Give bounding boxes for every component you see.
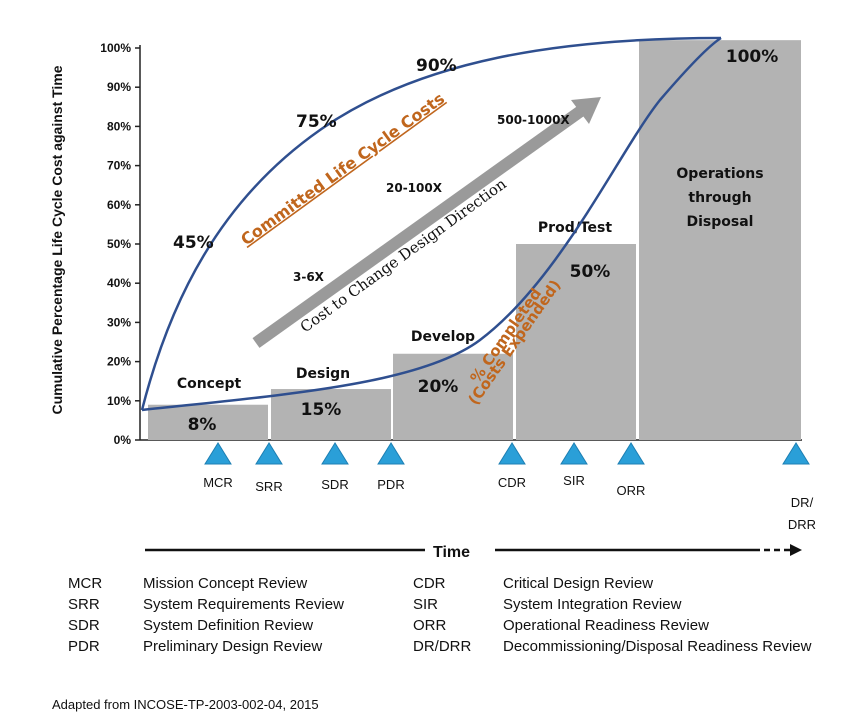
source-citation: Adapted from INCOSE-TP-2003-002-04, 2015 bbox=[52, 697, 319, 712]
legend-full: System Requirements Review bbox=[143, 596, 344, 613]
committed-cost-curve bbox=[140, 36, 722, 411]
bar-prod-test bbox=[516, 244, 636, 440]
bar-develop bbox=[393, 353, 513, 440]
bar-design bbox=[271, 389, 391, 440]
y-tick-label: 100% bbox=[100, 41, 131, 55]
legend-abbr: SDR bbox=[68, 617, 100, 634]
y-tick-label: 40% bbox=[107, 276, 131, 290]
bar-concept bbox=[148, 404, 268, 440]
life-cycle-cost-chart: Cumulative Percentage Life Cycle Cost ag… bbox=[49, 36, 816, 561]
y-tick-label: 20% bbox=[107, 355, 131, 369]
milestone-sir-icon bbox=[560, 442, 588, 465]
multiplier-500-1000x: 500-1000X bbox=[497, 113, 570, 127]
phase-label: Concept bbox=[177, 376, 242, 392]
milestone-label: ORR bbox=[617, 483, 646, 498]
legend-full: System Definition Review bbox=[143, 617, 314, 634]
milestone-pdr-icon bbox=[377, 442, 405, 465]
legend-abbr2: ORR bbox=[413, 617, 447, 634]
committed-point-75: 75% bbox=[296, 112, 337, 132]
y-tick-label: 0% bbox=[114, 433, 132, 447]
phase-percent: 100% bbox=[726, 47, 779, 67]
cost-to-change-label: Cost to Change Design Direction bbox=[297, 175, 510, 337]
y-tick-label: 50% bbox=[107, 237, 131, 251]
phase-percent: 50% bbox=[570, 262, 611, 282]
milestone-orr-icon bbox=[617, 442, 645, 465]
legend-full: Mission Concept Review bbox=[143, 575, 308, 592]
time-label: Time bbox=[433, 544, 470, 561]
multiplier-20-100x: 20-100X bbox=[386, 181, 443, 195]
phase-label: Develop bbox=[411, 329, 475, 345]
phase-label: Prod/Test bbox=[538, 220, 612, 236]
y-tick-label: 30% bbox=[107, 315, 131, 329]
bar-operations-through-disposal bbox=[639, 40, 801, 440]
y-tick-label: 60% bbox=[107, 198, 131, 212]
legend-abbr2: SIR bbox=[413, 596, 439, 613]
milestone-label: SRR bbox=[255, 479, 282, 494]
legend-abbr: PDR bbox=[68, 638, 100, 655]
milestone-mcr-icon bbox=[204, 442, 232, 465]
milestone-cdr-icon bbox=[498, 442, 526, 465]
milestone-label: DR/DRR bbox=[788, 495, 816, 532]
phase-percent: 8% bbox=[188, 415, 217, 435]
legend-full2: Critical Design Review bbox=[503, 575, 654, 592]
y-tick-label: 10% bbox=[107, 394, 131, 408]
legend-full2: Operational Readiness Review bbox=[503, 617, 709, 634]
y-tick-label: 80% bbox=[107, 119, 131, 133]
phase-percent: 20% bbox=[418, 377, 459, 397]
milestone-srr-icon bbox=[255, 442, 283, 465]
completed-cost-curve bbox=[141, 36, 722, 412]
phase-label: Design bbox=[296, 366, 350, 382]
legend-abbr: SRR bbox=[68, 596, 100, 613]
committed-point-45: 45% bbox=[173, 233, 214, 253]
phase-percent: 15% bbox=[301, 400, 342, 420]
milestone-label: MCR bbox=[203, 475, 233, 490]
milestone-sdr-icon bbox=[321, 442, 349, 465]
committed-point-90: 90% bbox=[416, 56, 457, 76]
milestone-dr-drr-icon bbox=[782, 442, 810, 465]
phase-bars: Concept 8% Design 15% Develop 20% Prod/Test 50%… bbox=[148, 40, 801, 440]
milestone-label: SIR bbox=[563, 473, 585, 488]
multiplier-3-6x: 3-6X bbox=[293, 270, 325, 284]
legend-abbr2: CDR bbox=[413, 575, 446, 592]
cost-to-change-arrow bbox=[252, 97, 601, 348]
y-tick-label: 90% bbox=[107, 80, 131, 94]
milestone-label: CDR bbox=[498, 475, 526, 490]
y-axis-ticks: 0% 10% 20% 30% 40% 50% 60% 70% 80% 90% 100% bbox=[100, 41, 140, 447]
time-arrowhead bbox=[790, 544, 802, 556]
legend-full2: Decommissioning/Disposal Readiness Revie… bbox=[503, 638, 812, 655]
legend-abbr2: DR/DRR bbox=[413, 638, 472, 655]
y-axis-label: Cumulative Percentage Life Cycle Cost ag… bbox=[49, 65, 65, 414]
legend-full: Preliminary Design Review bbox=[143, 638, 323, 655]
phase-label: Operations through Disposal bbox=[676, 166, 763, 230]
milestone-label: SDR bbox=[321, 477, 348, 492]
y-tick-label: 70% bbox=[107, 159, 131, 173]
legend-abbr: MCR bbox=[68, 575, 103, 592]
milestone-markers: MCR SRR SDR PDR CDR SIR ORR DR/DRR bbox=[203, 442, 816, 532]
legend-full2: System Integration Review bbox=[503, 596, 682, 613]
milestone-label: PDR bbox=[377, 477, 404, 492]
